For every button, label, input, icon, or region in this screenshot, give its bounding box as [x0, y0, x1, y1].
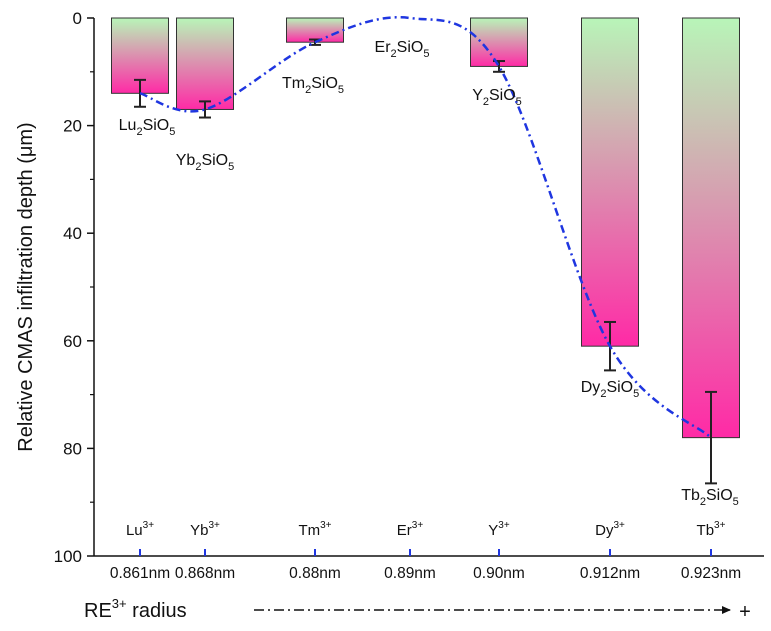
compound-label-dy: Dy2SiO5 [581, 379, 639, 400]
ion-label-er: Er3+ [397, 520, 424, 539]
trend-line [139, 16, 712, 439]
compound-label-yb: Yb2SiO5 [176, 152, 235, 173]
compound-label-er: Er2SiO5 [375, 39, 430, 60]
y-axis-title: Relative CMAS infiltration depth (μm) [15, 122, 37, 451]
ion-label-y: Y3+ [488, 520, 510, 539]
radius-label-yb: 0.868nm [175, 565, 235, 582]
bar-y [470, 17, 528, 67]
error-bar-tb [705, 390, 717, 485]
ion-label-yb: Yb3+ [190, 520, 220, 539]
ion-label-dy: Dy3+ [595, 520, 625, 539]
bar-yb [176, 17, 234, 110]
y-tick-label-80: 80 [63, 439, 82, 458]
y-tick-label-40: 40 [63, 224, 82, 243]
compound-label-lu: Lu2SiO5 [119, 117, 176, 138]
radius-label-dy: 0.912nm [580, 565, 640, 582]
x-axis-title: RE3+ radius [84, 596, 187, 622]
compound-label-tm: Tm2SiO5 [282, 75, 344, 96]
bar-tb [682, 17, 740, 439]
plot-area [111, 16, 740, 485]
radius-label-lu: 0.861nm [110, 565, 170, 582]
y-tick-label-0: 0 [73, 9, 82, 28]
radius-label-y: 0.90nm [473, 565, 525, 582]
radius-label-er: 0.89nm [384, 565, 436, 582]
y-tick-label-100: 100 [54, 547, 82, 566]
y-tick-label-20: 20 [63, 117, 82, 136]
radius-label-tm: 0.88nm [289, 565, 341, 582]
bar-dy [581, 17, 639, 347]
compound-label-tb: Tb2SiO5 [681, 487, 739, 508]
y-tick-label-60: 60 [63, 332, 82, 351]
axes [87, 17, 764, 614]
ion-label-lu: Lu3+ [126, 520, 154, 539]
labels: 0 20 40 60 80 100 Relative CMAS infiltration d… [15, 9, 751, 623]
compound-label-y: Y2SiO5 [472, 87, 522, 108]
radius-label-tb: 0.923nm [681, 565, 741, 582]
error-bar-yb [199, 100, 211, 119]
ion-label-tm: Tm3+ [298, 520, 331, 539]
x-direction-sign: + [739, 601, 751, 623]
ion-label-tb: Tb3+ [697, 520, 726, 539]
